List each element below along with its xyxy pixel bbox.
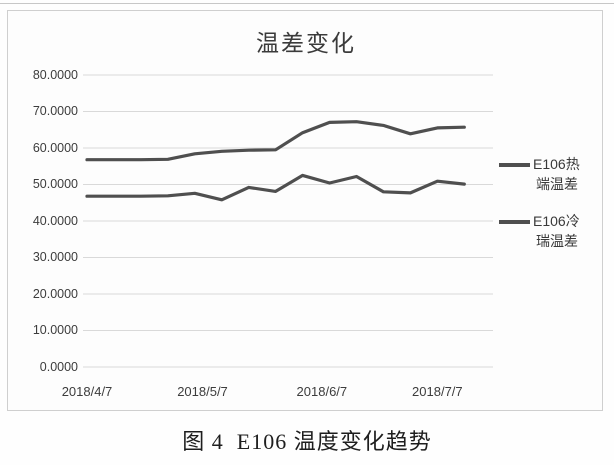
y-tick-label: 60.0000	[32, 140, 78, 155]
legend-item-hot-end: E106热 端温差	[499, 155, 580, 194]
y-tick-label: 0.0000	[39, 359, 78, 374]
legend-label-hot: E106热 端温差	[533, 155, 580, 194]
legend-label-line: 瑞温差	[536, 232, 578, 249]
series-line-cold-end	[85, 173, 466, 202]
y-tick-label: 70.0000	[32, 104, 78, 118]
y-tick-label: 30.0000	[32, 250, 78, 264]
y-tick-label: 50.0000	[32, 177, 78, 191]
y-tick-label: 40.0000	[32, 213, 78, 228]
y-tick-label: 10.0000	[32, 323, 78, 337]
legend-item-cold-end: E106冷 瑞温差	[499, 212, 580, 251]
series-line-hot-end	[85, 120, 466, 162]
chart-title: 温差变化	[256, 30, 356, 56]
legend-label-line: 端温差	[536, 175, 578, 192]
legend-line-marker-cold	[499, 220, 530, 224]
legend-label-line: E106热	[533, 156, 580, 172]
x-tick-label: 2018/5/7	[177, 384, 228, 399]
y-tick-label: 20.0000	[32, 286, 78, 301]
x-tick-label: 2018/4/7	[61, 384, 113, 399]
legend-label-line: E106冷	[533, 213, 580, 229]
x-tick-label: 2018/6/7	[296, 384, 348, 399]
y-tick-label: 80.0000	[32, 67, 78, 82]
figure-caption: 图 4 E106 温度变化趋势	[182, 429, 432, 454]
chart-frame	[7, 10, 603, 411]
x-tick-label: 2018/7/7	[412, 384, 463, 399]
legend-line-marker-hot	[499, 163, 530, 167]
legend-label-cold: E106冷 瑞温差	[533, 212, 580, 251]
top-divider-rule	[0, 3, 614, 4]
